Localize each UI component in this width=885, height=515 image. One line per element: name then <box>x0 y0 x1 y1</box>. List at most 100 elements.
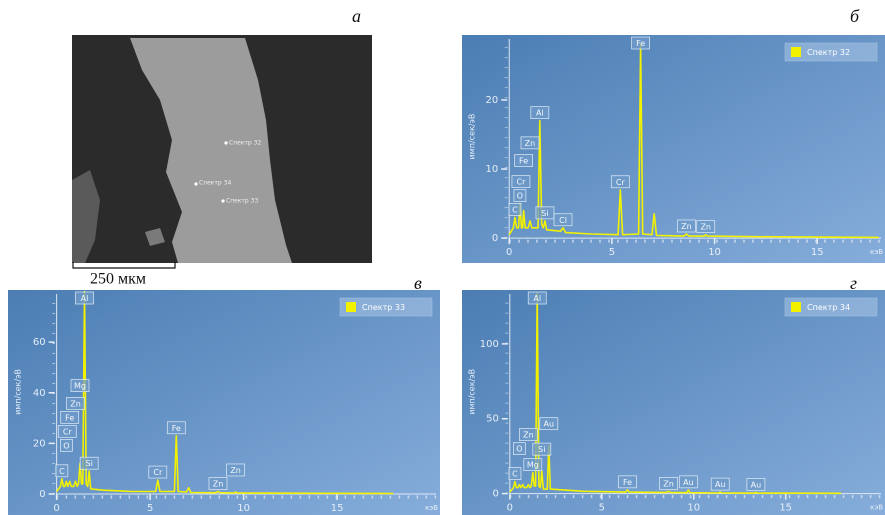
peak-label-box <box>513 189 527 202</box>
peak-label: Al <box>81 294 89 303</box>
peak-label-box <box>696 220 716 234</box>
y-tick-label: 60 <box>33 337 46 348</box>
peak-label-box <box>60 410 80 424</box>
peak-label: Fe <box>172 424 181 433</box>
sem-fragment <box>145 228 165 246</box>
legend-label: Спектр 33 <box>362 303 405 312</box>
peak-label: Cr <box>63 427 73 436</box>
peak-label: C <box>512 205 518 214</box>
peak-label-box <box>539 417 559 431</box>
y-axis-label: имп/сек/эВ <box>14 369 23 415</box>
peak-label: Zn <box>681 222 692 231</box>
legend-label: Спектр 32 <box>807 48 850 57</box>
spot-label: Спектр 33 <box>226 198 258 205</box>
peak-label-box <box>148 465 168 479</box>
peak-label-box <box>710 477 730 491</box>
peak-label: Fe <box>636 39 645 48</box>
y-tick-label: 0 <box>492 233 498 244</box>
peak-label-box <box>535 206 555 220</box>
peak-label: Zn <box>663 479 674 488</box>
peak-label: Mg <box>527 461 539 470</box>
scale-label: 250 мкм <box>90 271 146 288</box>
x-tick-label: 10 <box>708 247 721 258</box>
sem-image: Спектр 32 Спектр 34 Спектр 33 <box>72 35 372 263</box>
y-tick-label: 20 <box>33 438 46 449</box>
peak-label-box <box>79 456 99 470</box>
scale-bar <box>72 262 176 269</box>
peak-label: Fe <box>623 478 632 487</box>
peak-label-box <box>57 424 77 438</box>
legend-swatch <box>791 302 801 312</box>
peak-label: Zn <box>70 399 81 408</box>
x-axis-label: кэВ <box>425 504 438 512</box>
peak-label: Cr <box>516 178 526 187</box>
spot <box>194 182 198 186</box>
peak-label: O <box>517 192 523 201</box>
x-tick-label: 15 <box>331 503 344 514</box>
peak-label: Al <box>536 109 544 118</box>
peak-label-box <box>659 476 678 490</box>
y-tick-label: 10 <box>485 164 498 175</box>
spot-label: Спектр 34 <box>199 180 231 187</box>
peak-label-box <box>508 467 522 480</box>
peak-label-box <box>514 154 533 167</box>
panel-letter: г <box>850 273 857 293</box>
peak-label-box <box>532 442 552 456</box>
y-axis-label: имп/сек/эВ <box>468 114 477 160</box>
x-tick-label: 0 <box>506 247 512 258</box>
y-tick-label: 0 <box>492 489 498 500</box>
peak-label-box <box>59 438 73 452</box>
x-tick-label: 10 <box>687 503 700 514</box>
x-tick-label: 5 <box>599 503 605 514</box>
x-tick-label: 15 <box>811 247 824 258</box>
peak-label: Si <box>541 209 548 218</box>
peak-label: O <box>63 441 69 450</box>
y-tick-label: 50 <box>486 414 499 425</box>
peak-label: Au <box>751 480 762 489</box>
y-tick-label: 40 <box>33 388 46 399</box>
peak-label-box <box>70 379 90 392</box>
x-tick-label: 0 <box>507 503 513 514</box>
peak-label-box <box>208 477 228 490</box>
peak-label-box <box>527 291 547 305</box>
peak-label: Mg <box>74 382 86 391</box>
x-tick-label: 15 <box>779 503 792 514</box>
legend-swatch <box>791 47 801 57</box>
peak-label: Cr <box>153 468 163 477</box>
spectrum <box>508 43 879 239</box>
peak-label-box <box>631 36 650 50</box>
peak-label-box <box>530 106 550 120</box>
peak-label: C <box>512 470 518 479</box>
peak-label: O <box>516 445 522 454</box>
peak-label: Si <box>538 445 545 454</box>
peak-label: Au <box>683 478 694 487</box>
peak-label: Au <box>715 480 726 489</box>
peak-label-box <box>677 219 696 233</box>
peak-label-box <box>508 203 522 216</box>
peak-label: C <box>59 467 65 476</box>
sem-fragment <box>72 170 100 263</box>
spot <box>224 141 228 145</box>
spot-label: Спектр 32 <box>229 140 261 147</box>
peak-label-box <box>679 475 698 489</box>
legend-box <box>784 297 878 317</box>
peak-label: Zn <box>700 223 711 232</box>
panel-letter: б <box>850 6 860 26</box>
spectrum <box>509 292 841 495</box>
peak-label-box <box>55 464 69 478</box>
peak-label-box <box>66 396 85 410</box>
peak-label: Fe <box>519 156 528 165</box>
peak-label-box <box>523 458 543 471</box>
peak-label: Al <box>533 294 541 303</box>
x-tick-label: 5 <box>147 503 153 514</box>
peak-label: Zn <box>525 139 536 148</box>
peak-label-box <box>618 475 637 489</box>
legend-box <box>339 297 433 317</box>
peak-label: Cl <box>559 216 567 225</box>
y-tick-label: 100 <box>480 339 499 350</box>
peak-label-box <box>166 421 186 435</box>
y-tick-label: 0 <box>39 489 45 500</box>
peak-label-box <box>513 442 526 455</box>
x-axis-label: кэВ <box>870 248 883 256</box>
